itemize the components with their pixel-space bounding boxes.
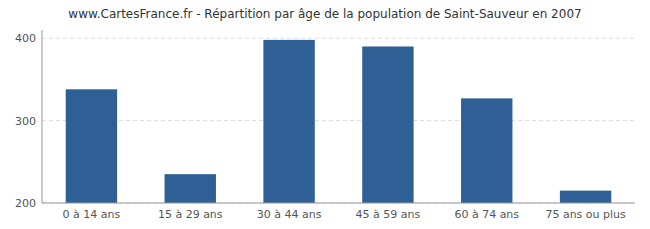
grid-line xyxy=(42,38,635,39)
bar xyxy=(461,98,512,203)
x-tick-label: 30 à 44 ans xyxy=(257,208,322,221)
y-tick-label: 300 xyxy=(15,115,36,128)
grid-line xyxy=(42,203,635,204)
y-tick-label: 400 xyxy=(15,32,36,45)
bar xyxy=(263,40,314,203)
x-tick-label: 75 ans ou plus xyxy=(545,208,626,221)
x-tick-label: 45 à 59 ans xyxy=(356,208,421,221)
x-tick-label: 15 à 29 ans xyxy=(158,208,223,221)
x-tick-label: 0 à 14 ans xyxy=(63,208,121,221)
bar xyxy=(165,174,216,203)
x-tick-label: 60 à 74 ans xyxy=(454,208,519,221)
grid-line xyxy=(42,120,635,121)
y-axis-line xyxy=(42,30,43,203)
x-axis-line xyxy=(42,203,635,204)
bar xyxy=(66,89,117,203)
bar xyxy=(560,191,611,203)
chart-title: www.CartesFrance.fr - Répartition par âg… xyxy=(68,7,581,21)
bar xyxy=(362,46,413,203)
bars xyxy=(66,40,612,203)
chart-svg: 200 300 400 0 à 14 ans 15 à 29 ans 30 à 44 an… xyxy=(0,0,650,229)
y-tick-label: 200 xyxy=(15,197,36,210)
chart-container: 200 300 400 0 à 14 ans 15 à 29 ans 30 à 44 an… xyxy=(0,0,650,229)
